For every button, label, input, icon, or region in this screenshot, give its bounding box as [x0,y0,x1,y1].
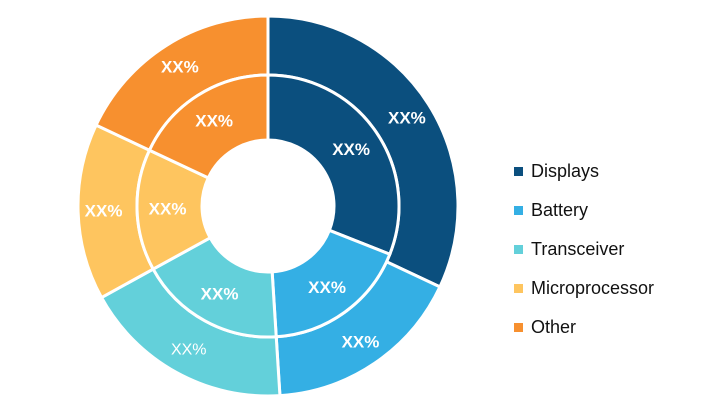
double-donut-chart: XX% XX% XX% XX% XX% XX% XX% XX% XX% XX% [76,14,460,398]
legend-item-battery: Battery [514,191,654,230]
legend-label: Transceiver [531,239,625,259]
inner-label-displays: XX% [332,140,370,159]
inner-label-battery: XX% [308,278,346,297]
outer-label-battery: XX% [342,333,380,352]
legend-label: Microprocessor [531,278,655,298]
legend-item-transceiver: Transceiver [514,230,654,269]
legend-item-displays: Displays [514,152,654,191]
legend-swatch [514,323,523,332]
inner-label-microprocessor: XX% [149,200,187,219]
inner-label-transceiver: XX% [201,285,239,304]
outer-label-displays: XX% [388,108,426,127]
legend-swatch [514,245,523,254]
legend-item-microprocessor: Microprocessor [514,269,654,308]
legend-label: Displays [531,161,600,181]
legend-label: Other [531,317,577,337]
legend-swatch [514,167,523,176]
legend-item-other: Other [514,308,654,347]
legend-swatch [514,206,523,215]
outer-label-microprocessor: XX% [85,202,123,221]
outer-label-other: XX% [161,58,199,77]
inner-slice-displays [266,73,401,257]
legend: Displays Battery Transceiver Microprocessor… [514,152,654,347]
legend-swatch [514,284,523,293]
legend-label: Battery [531,200,589,220]
inner-label-other: XX% [195,112,233,131]
inner-slice-other [147,73,270,180]
outer-label-transceiver: XX% [171,342,207,359]
